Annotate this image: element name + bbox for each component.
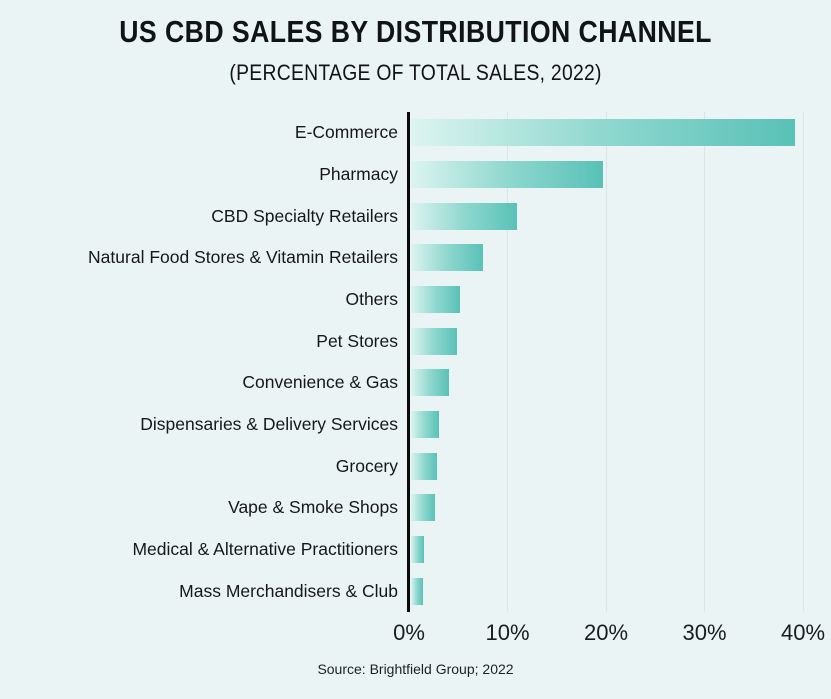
chart-title: US CBD SALES BY DISTRIBUTION CHANNEL <box>0 14 831 50</box>
category-label: Dispensaries & Delivery Services <box>140 413 398 434</box>
bar <box>411 369 450 397</box>
gridline-40 <box>802 112 804 612</box>
source-note: Source: Brightfield Group; 2022 <box>317 661 514 677</box>
category-label: Pet Stores <box>316 330 398 351</box>
category-label: E-Commerce <box>294 122 398 143</box>
category-label: Pharmacy <box>319 163 398 184</box>
chart-title-text: US CBD SALES BY DISTRIBUTION CHANNEL <box>119 14 712 49</box>
category-label: Grocery <box>335 455 398 476</box>
category-label: Medical & Alternative Practitioners <box>132 538 398 559</box>
x-tick-label: 10% <box>485 620 530 645</box>
category-label: Mass Merchandisers & Club <box>179 580 398 601</box>
chart-row: Pet Stores <box>0 320 831 362</box>
bar <box>411 327 458 355</box>
chart-subtitle-text: (PERCENTAGE OF TOTAL SALES, 2022) <box>229 60 602 85</box>
bar <box>411 160 604 188</box>
bar <box>411 494 435 522</box>
plot-area: E-Commerce Pharmacy CBD Specialty Retailer… <box>0 112 831 612</box>
chart-row: Grocery <box>0 445 831 487</box>
bar <box>411 244 483 272</box>
bar <box>411 577 423 605</box>
chart-subtitle: (PERCENTAGE OF TOTAL SALES, 2022) <box>0 60 831 86</box>
category-label: Vape & Smoke Shops <box>228 497 398 518</box>
chart-row: Mass Merchandisers & Club <box>0 570 831 612</box>
chart-row: Vape & Smoke Shops <box>0 487 831 529</box>
chart-row: Natural Food Stores & Vitamin Retailers <box>0 237 831 279</box>
category-label: Convenience & Gas <box>242 372 398 393</box>
chart-row: Dispensaries & Delivery Services <box>0 404 831 446</box>
chart-row: CBD Specialty Retailers <box>0 195 831 237</box>
gridline-10 <box>507 112 508 612</box>
bar <box>411 119 796 147</box>
x-tick-label: 30% <box>682 620 727 645</box>
gridline-20 <box>605 112 607 612</box>
gridline-30 <box>704 112 705 612</box>
chart-row: E-Commerce <box>0 112 831 154</box>
x-tick-label: 40% <box>780 620 826 645</box>
chart-row: Pharmacy <box>0 154 831 196</box>
bar <box>411 202 518 230</box>
x-tick-label: 0% <box>393 620 425 645</box>
x-tick-label: 20% <box>583 620 629 645</box>
chart-row: Convenience & Gas <box>0 362 831 404</box>
chart-row: Medical & Alternative Practitioners <box>0 529 831 571</box>
bar-rows: E-Commerce Pharmacy CBD Specialty Retailer… <box>0 112 831 612</box>
bar <box>411 410 439 438</box>
y-axis-line <box>407 112 410 612</box>
bar <box>411 452 437 480</box>
chart-row: Others <box>0 279 831 321</box>
bar <box>411 285 461 313</box>
category-label: CBD Specialty Retailers <box>211 205 398 226</box>
x-axis-ticks: 0% 10% 20% 30% 40% <box>0 620 831 650</box>
bar <box>411 535 424 563</box>
category-label: Natural Food Stores & Vitamin Retailers <box>88 247 398 268</box>
category-label: Others <box>345 288 398 309</box>
